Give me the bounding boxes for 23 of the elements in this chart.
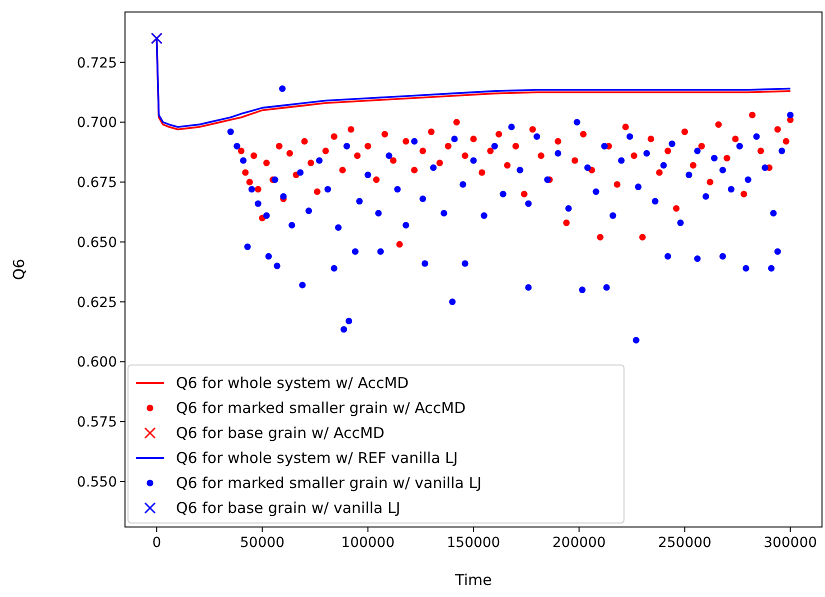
- x-tick-label: 250000: [658, 535, 712, 551]
- y-tick-label: 0.600: [76, 354, 117, 371]
- y-axis-title: Q6: [10, 258, 28, 280]
- legend-label: Q6 for base grain w/ AccMD: [176, 424, 384, 442]
- legend-label: Q6 for whole system w/ REF vanilla LJ: [176, 449, 458, 467]
- legend-label: Q6 for marked smaller grain w/ vanilla LJ: [176, 474, 482, 492]
- y-tick-label: 0.675: [76, 175, 117, 192]
- y-tick-label: 0.625: [76, 294, 117, 311]
- x-axis-title: Time: [454, 571, 492, 589]
- x-tick-label: 100000: [341, 535, 395, 551]
- legend-label: Q6 for base grain w/ vanilla LJ: [176, 499, 400, 517]
- x-tick-label: 0: [152, 535, 162, 551]
- x-tick-label: 200000: [552, 535, 606, 551]
- legend-label: Q6 for marked smaller grain w/ AccMD: [176, 399, 466, 417]
- y-tick-label: 0.550: [76, 474, 117, 490]
- y-tick-label: 0.575: [76, 414, 117, 431]
- x-tick-label: 300000: [764, 535, 818, 551]
- y-tick-label: 0.650: [76, 234, 117, 251]
- x-tick-label: 50000: [240, 535, 285, 551]
- legend-label: Q6 for whole system w/ AccMD: [176, 374, 409, 392]
- y-tick-label: 0.700: [76, 115, 117, 132]
- x-tick-label: 150000: [446, 535, 500, 551]
- y-tick-label: 0.725: [76, 55, 117, 72]
